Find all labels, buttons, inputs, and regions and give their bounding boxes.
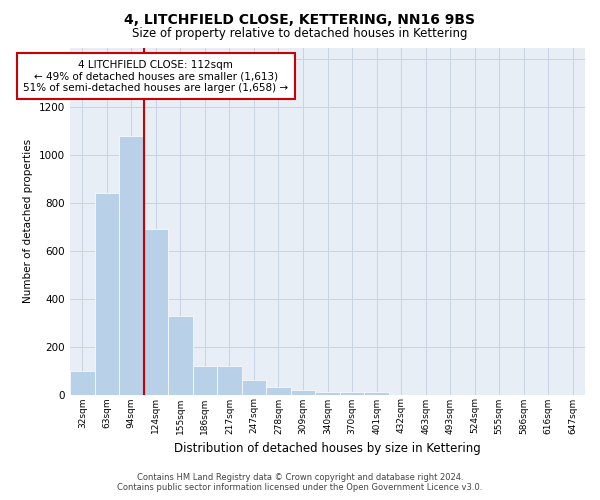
- Y-axis label: Number of detached properties: Number of detached properties: [23, 139, 34, 303]
- Bar: [242, 380, 266, 394]
- Bar: [266, 388, 291, 394]
- Bar: [291, 390, 315, 394]
- Text: 4 LITCHFIELD CLOSE: 112sqm
← 49% of detached houses are smaller (1,613)
51% of s: 4 LITCHFIELD CLOSE: 112sqm ← 49% of deta…: [23, 60, 289, 93]
- Text: 4, LITCHFIELD CLOSE, KETTERING, NN16 9BS: 4, LITCHFIELD CLOSE, KETTERING, NN16 9BS: [125, 12, 476, 26]
- X-axis label: Distribution of detached houses by size in Kettering: Distribution of detached houses by size …: [174, 442, 481, 455]
- Bar: [193, 366, 217, 394]
- Bar: [364, 392, 389, 394]
- Bar: [95, 194, 119, 394]
- Bar: [70, 370, 95, 394]
- Bar: [143, 230, 168, 394]
- Bar: [119, 136, 143, 394]
- Bar: [340, 392, 364, 394]
- Text: Contains HM Land Registry data © Crown copyright and database right 2024.
Contai: Contains HM Land Registry data © Crown c…: [118, 473, 482, 492]
- Bar: [217, 366, 242, 394]
- Bar: [168, 316, 193, 394]
- Bar: [315, 392, 340, 394]
- Text: Size of property relative to detached houses in Kettering: Size of property relative to detached ho…: [132, 28, 468, 40]
